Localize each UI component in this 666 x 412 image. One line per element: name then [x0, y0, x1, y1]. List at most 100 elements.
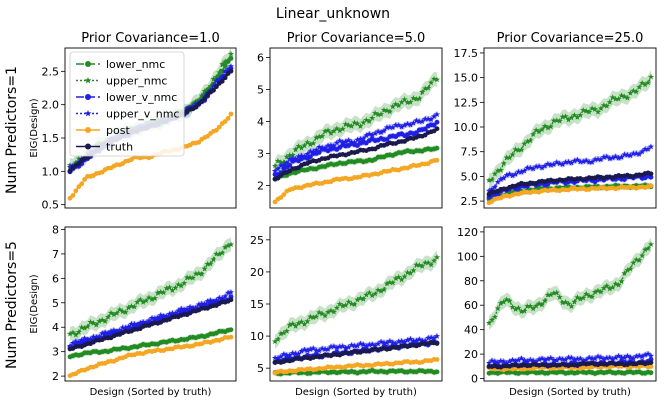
marker-upper_v_nmc [556, 355, 563, 362]
marker-upper_nmc [541, 297, 549, 304]
marker-upper_v_nmc [198, 300, 205, 307]
marker-upper_nmc [298, 318, 305, 325]
y-axis-label: EIG(Design) [29, 98, 40, 157]
marker-upper_v_nmc [407, 335, 414, 342]
y-tick-label: 5 [52, 297, 59, 310]
marker-upper_v_nmc [574, 156, 581, 163]
marker-upper_v_nmc [627, 354, 634, 361]
marker-post [79, 181, 85, 187]
legend: lower_nmc upper_nmc lower_v_nmc upper_v_nmc… [69, 51, 185, 157]
marker-upper_v_nmc [615, 352, 622, 359]
marker-upper_v_nmc [184, 105, 191, 112]
marker-upper_nmc [307, 313, 314, 320]
marker-upper_v_nmc [151, 315, 158, 322]
marker-upper_nmc [380, 286, 388, 293]
marker-upper_nmc [503, 296, 510, 303]
marker-upper_v_nmc [527, 356, 534, 363]
marker-upper_nmc [345, 122, 352, 128]
marker-upper_nmc [178, 282, 185, 289]
marker-upper_v_nmc [571, 157, 578, 164]
y-tick-label: 5 [257, 362, 264, 375]
marker-upper_v_nmc [571, 356, 578, 363]
marker-upper_v_nmc [304, 347, 311, 354]
marker-upper_v_nmc [345, 344, 352, 350]
marker-upper_nmc [216, 251, 223, 257]
marker-upper_v_nmc [541, 162, 549, 169]
marker-upper_v_nmc [383, 339, 390, 346]
legend-item-upper_v_nmc: upper_v_nmc [76, 108, 179, 121]
marker-upper_v_nmc [295, 153, 302, 160]
marker-upper_v_nmc [410, 119, 417, 126]
marker-upper_nmc [169, 287, 176, 293]
marker-upper_v_nmc [301, 346, 308, 353]
marker-upper_v_nmc [541, 356, 549, 363]
axes-frame [269, 226, 443, 382]
marker-upper_v_nmc [292, 350, 299, 357]
x-axis-label: Design (Sorted by truth) [90, 387, 212, 398]
marker-upper_v_nmc [219, 73, 226, 79]
marker-upper_nmc [166, 284, 173, 291]
marker-upper_nmc [562, 113, 569, 119]
marker-upper_nmc [624, 94, 631, 101]
marker-upper_nmc [186, 274, 194, 281]
marker-upper_v_nmc [280, 351, 287, 357]
marker-upper_v_nmc [597, 354, 604, 361]
marker-upper_nmc [160, 289, 167, 296]
marker-upper_v_nmc [354, 136, 361, 143]
marker-upper_v_nmc [636, 352, 643, 359]
marker-upper_nmc [389, 103, 396, 110]
marker-upper_v_nmc [618, 354, 625, 361]
band-upper_nmc [70, 237, 231, 342]
marker-upper_nmc [407, 269, 414, 276]
marker-upper_v_nmc [419, 118, 426, 125]
marker-upper_nmc [140, 298, 147, 305]
marker-upper_v_nmc [530, 357, 537, 364]
marker-upper_nmc [527, 137, 534, 144]
marker-upper_nmc [192, 270, 199, 277]
marker-upper_nmc [589, 293, 596, 300]
marker-upper_v_nmc [538, 164, 546, 171]
y-tick-label: 5.0 [461, 170, 479, 183]
marker-upper_v_nmc [366, 341, 373, 348]
marker-upper_v_nmc [603, 153, 610, 160]
marker-upper_nmc [639, 252, 646, 259]
marker-post [225, 115, 231, 121]
marker-upper_v_nmc [327, 142, 335, 148]
marker-upper_nmc [360, 295, 367, 302]
y-axis-label: EIG(Design) [29, 274, 40, 333]
marker-upper_nmc [410, 267, 417, 273]
marker-upper_nmc [319, 133, 326, 139]
marker-upper_nmc [491, 313, 498, 320]
marker-upper_v_nmc [339, 343, 346, 349]
panel-title: Prior Covariance=25.0 [497, 31, 644, 46]
marker-upper_nmc [586, 108, 593, 115]
marker-upper_nmc [428, 79, 435, 86]
marker-upper_nmc [485, 319, 493, 326]
marker-upper_nmc [630, 87, 637, 94]
marker-upper_v_nmc [618, 154, 625, 160]
marker-upper_v_nmc [389, 339, 396, 346]
marker-truth [648, 171, 654, 177]
marker-upper_v_nmc [518, 168, 525, 175]
marker-upper_v_nmc [377, 338, 385, 345]
marker-upper_v_nmc [313, 146, 320, 153]
y-tick-label: 80 [464, 275, 478, 288]
marker-upper_v_nmc [119, 324, 126, 331]
marker-upper_v_nmc [351, 139, 358, 146]
marker-upper_nmc [369, 292, 376, 299]
marker-upper_v_nmc [307, 346, 314, 352]
marker-upper_nmc [125, 304, 132, 311]
marker-upper_nmc [536, 128, 543, 135]
marker-upper_nmc [594, 108, 602, 115]
marker-upper_nmc [93, 321, 100, 328]
marker-upper_nmc [313, 313, 320, 320]
marker-upper_v_nmc [336, 343, 343, 350]
marker-upper_v_nmc [533, 163, 540, 170]
marker-upper_nmc [398, 98, 405, 105]
marker-upper_v_nmc [322, 144, 329, 151]
marker-upper_nmc [398, 276, 405, 283]
marker-upper_nmc [295, 143, 302, 149]
marker-upper_nmc [395, 102, 402, 109]
legend-label: post [106, 124, 130, 137]
marker-upper_nmc [556, 294, 563, 300]
